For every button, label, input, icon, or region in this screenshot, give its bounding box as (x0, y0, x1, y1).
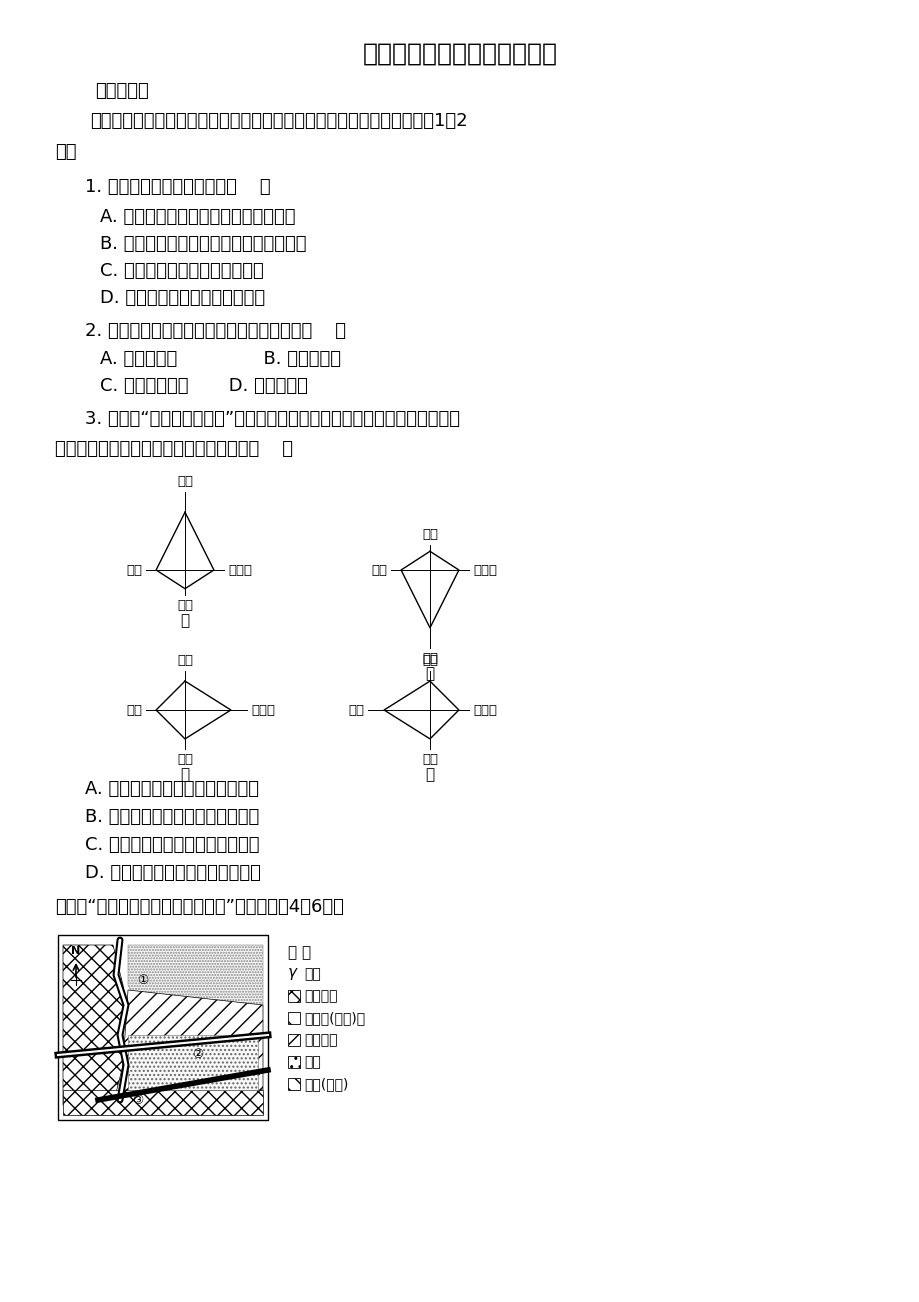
Text: 市场: 市场 (370, 564, 387, 577)
Text: 乙: 乙 (425, 667, 434, 681)
Text: 劳动力: 劳动力 (472, 703, 496, 716)
Text: ①: ① (137, 974, 149, 987)
Text: 原料: 原料 (176, 654, 193, 667)
Text: 居住用地: 居住用地 (303, 990, 337, 1003)
Text: 原料: 原料 (422, 654, 437, 667)
Bar (288, 990, 300, 1003)
Text: C. 造船厂、飞机制造厂、家具厂: C. 造船厂、飞机制造厂、家具厂 (100, 262, 264, 280)
Text: 工业用地: 工业用地 (303, 1032, 337, 1047)
Text: 图 例: 图 例 (288, 945, 311, 960)
Text: 市场: 市场 (126, 703, 142, 716)
Text: 原料: 原料 (176, 475, 193, 488)
Text: 技术: 技术 (422, 652, 437, 665)
Text: 原料: 原料 (422, 527, 437, 540)
Text: C. 劳动力导向型       D. 市场导向型: C. 劳动力导向型 D. 市场导向型 (100, 378, 308, 395)
Text: 市场: 市场 (126, 564, 142, 577)
Text: 劳动力: 劳动力 (228, 564, 252, 577)
Polygon shape (62, 945, 123, 1105)
Text: 影响工业区位的因素很多，不同工业部门具有不同的区位指向。据此回箔1～2: 影响工业区位的因素很多，不同工业部门具有不同的区位指向。据此回箔1～2 (90, 112, 467, 130)
Polygon shape (128, 1035, 257, 1090)
Text: 一、选择题: 一、选择题 (95, 82, 149, 100)
Text: A. 甘蔗制糖、制鞋、微电子、啊酒: A. 甘蔗制糖、制鞋、微电子、啊酒 (85, 780, 259, 798)
Polygon shape (123, 990, 263, 1090)
Text: 题。: 题。 (55, 143, 76, 161)
Text: 未利用(盐碱)地: 未利用(盐碱)地 (303, 1010, 365, 1025)
Bar (288, 1034, 300, 1046)
Text: 1. 区位宜接近原料产地的是（    ）: 1. 区位宜接近原料产地的是（ ） (85, 178, 270, 197)
Text: 菜地: 菜地 (303, 1055, 321, 1069)
Polygon shape (62, 1090, 263, 1115)
Text: 河流: 河流 (303, 967, 321, 980)
Text: ③: ③ (132, 1094, 143, 1107)
Text: 技术: 技术 (176, 753, 193, 766)
Text: 丁: 丁 (425, 767, 434, 783)
Text: C. 甘蔗制糖、制鞋、啊酒、微电子: C. 甘蔗制糖、制鞋、啊酒、微电子 (85, 836, 259, 854)
Text: B. 甘蔗制糖、微电子、制鞋、啊酒: B. 甘蔗制糖、微电子、制鞋、啊酒 (85, 809, 259, 825)
Text: 技术: 技术 (176, 599, 193, 612)
Text: γ: γ (288, 966, 297, 980)
Text: 2. 啊酒厂、家具厂、面包加工厂的区位属于（    ）: 2. 啊酒厂、家具厂、面包加工厂的区位属于（ ） (85, 322, 346, 340)
Bar (288, 1056, 300, 1068)
Text: D. 钙铁厂、时装加工厂、家具厂: D. 钙铁厂、时装加工厂、家具厂 (100, 289, 265, 307)
Text: 林地(山区): 林地(山区) (303, 1077, 348, 1091)
Bar (288, 1012, 300, 1023)
Text: 丙: 丙 (180, 767, 189, 783)
Text: B. 服装加工厂、羊毛加工厂、水果罐头厂: B. 服装加工厂、羊毛加工厂、水果罐头厂 (100, 234, 306, 253)
Text: 劳动力: 劳动力 (251, 703, 275, 716)
Text: 市场: 市场 (347, 703, 364, 716)
Polygon shape (128, 945, 263, 1025)
Text: 技术: 技术 (422, 753, 437, 766)
Text: 3. 下图是“工业区位模式图”，其中线段长短表示影响工业区位程度大小。下: 3. 下图是“工业区位模式图”，其中线段长短表示影响工业区位程度大小。下 (85, 410, 460, 428)
Text: 下图是“某地区土地利用现状示意图”，读图回箔4～6题。: 下图是“某地区土地利用现状示意图”，读图回箔4～6题。 (55, 898, 344, 917)
Text: A. 原料导向型               B. 技术导向型: A. 原料导向型 B. 技术导向型 (100, 350, 341, 368)
Text: A. 葡萄酒厂、羊毛加工厂、水果罐头厂: A. 葡萄酒厂、羊毛加工厂、水果罐头厂 (100, 208, 295, 227)
Text: 列排序与甲、乙、丙、丁四图相符合的是（    ）: 列排序与甲、乙、丙、丁四图相符合的是（ ） (55, 440, 292, 458)
Bar (288, 1078, 300, 1090)
Bar (58, 935, 267, 1120)
Text: D. 甘蔗制糖、啊酒、微电子、制鞋: D. 甘蔗制糖、啊酒、微电子、制鞋 (85, 865, 261, 881)
Text: 《工业的区位选择》同步练习: 《工业的区位选择》同步练习 (362, 42, 557, 66)
Text: N: N (72, 947, 81, 956)
Text: 劳动力: 劳动力 (472, 564, 496, 577)
Text: 甲: 甲 (180, 613, 189, 629)
Text: ②: ② (192, 1048, 203, 1061)
